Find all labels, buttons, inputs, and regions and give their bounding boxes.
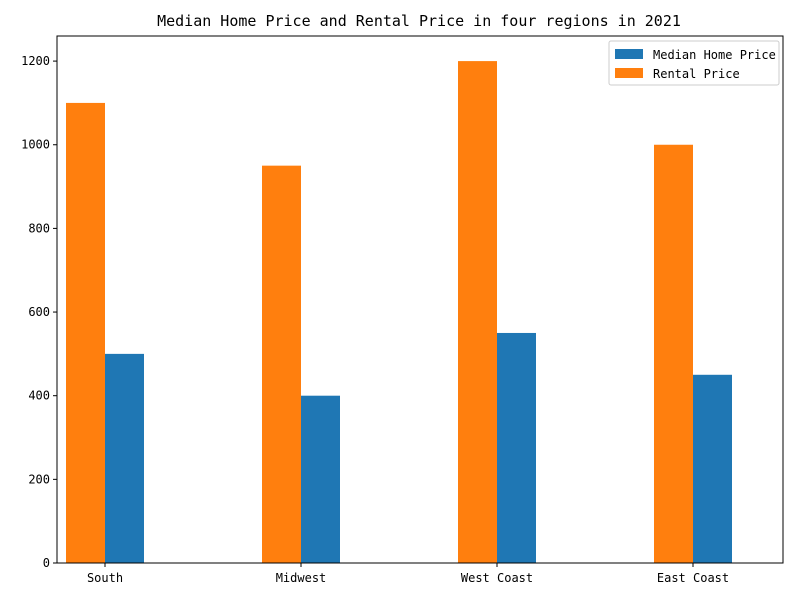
legend-label-rental-price: Rental Price — [653, 67, 740, 81]
legend: Median Home Price Rental Price — [608, 40, 780, 86]
y-tick-label: 1200 — [21, 54, 50, 68]
x-tick-label: East Coast — [657, 571, 729, 585]
bar-rental-price-south — [66, 102, 105, 564]
bar-median-home-price-west-coast — [497, 332, 536, 563]
y-tick-label: 600 — [28, 305, 50, 319]
plot-frame — [56, 35, 784, 564]
y-tick-label: 0 — [43, 556, 50, 570]
bar-median-home-price-midwest — [301, 395, 340, 563]
legend-label-median-home-price: Median Home Price — [653, 48, 776, 62]
bar-rental-price-west-coast — [458, 61, 497, 563]
y-tick-label: 400 — [28, 389, 50, 403]
bar-rental-price-midwest — [262, 165, 301, 563]
bar-median-home-price-east-coast — [693, 374, 732, 563]
legend-swatch-median-home-price — [615, 49, 643, 59]
x-tick-label: West Coast — [461, 571, 533, 585]
bars-layer — [66, 61, 732, 564]
y-tick-label: 200 — [28, 472, 50, 486]
legend-swatch-rental-price — [615, 68, 643, 78]
y-tick-label: 800 — [28, 221, 50, 235]
y-tick-label: 1000 — [21, 138, 50, 152]
bar-median-home-price-south — [105, 353, 144, 563]
bar-rental-price-east-coast — [654, 144, 693, 563]
x-tick-label: South — [87, 571, 123, 585]
axes-layer: 0 200 400 600 800 1000 1200 South Midwest West Co… — [21, 35, 784, 585]
chart-title: Median Home Price and Rental Price in fo… — [157, 12, 681, 30]
legend-box — [608, 40, 780, 86]
x-tick-label: Midwest — [276, 571, 327, 585]
